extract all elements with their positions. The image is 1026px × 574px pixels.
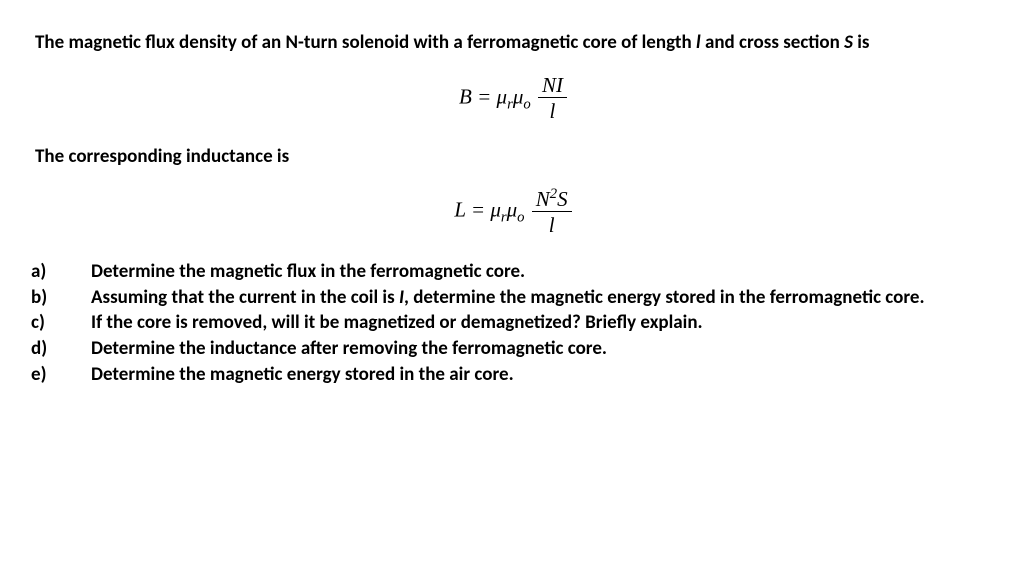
- question-d: d)Determine the inductance after removin…: [65, 336, 991, 362]
- question-b: b)Assuming that the current in the coil …: [65, 285, 991, 311]
- intro-text-1: The magnetic flux density of an N-turn s…: [35, 31, 696, 54]
- text-c: If the core is removed, will it be magne…: [91, 311, 703, 334]
- text-b-2: , determine the magnetic energy stored i…: [404, 286, 925, 309]
- eq1-denominator: l: [538, 98, 567, 123]
- question-list: a)Determine the magnetic flux in the fer…: [65, 259, 991, 387]
- eq2-mu: μ: [507, 197, 518, 221]
- intro-var-S: S: [844, 31, 853, 54]
- eq1-mu: μ: [513, 84, 524, 108]
- marker-c: c): [65, 310, 91, 336]
- eq2-fraction: N2S l: [532, 186, 572, 237]
- subheading: The corresponding inductance is: [35, 145, 991, 168]
- eq2-num-N: N: [536, 187, 550, 211]
- eq2-num-S: S: [557, 187, 568, 211]
- question-c: c)If the core is removed, will it be mag…: [65, 310, 991, 336]
- text-a: Determine the magnetic flux in the ferro…: [91, 260, 525, 283]
- eq2-numerator: N2S: [532, 186, 572, 212]
- marker-a: a): [65, 259, 91, 285]
- intro-paragraph: The magnetic flux density of an N-turn s…: [35, 30, 991, 56]
- marker-d: d): [65, 336, 91, 362]
- eq1-sub-o: o: [523, 96, 530, 112]
- text-b-1: Assuming that the current in the coil is: [91, 286, 399, 309]
- eq2-denominator: l: [532, 212, 572, 237]
- eq1-lhs: B = μ: [459, 84, 507, 108]
- question-a: a)Determine the magnetic flux in the fer…: [65, 259, 991, 285]
- eq1-numerator: NI: [538, 74, 567, 98]
- marker-e: e): [65, 362, 91, 388]
- eq2-lhs: L = μ: [454, 197, 501, 221]
- intro-text-2: and cross section: [701, 31, 844, 54]
- eq2-num-sup: 2: [550, 186, 557, 202]
- eq1-fraction: NI l: [538, 74, 567, 123]
- question-e: e)Determine the magnetic energy stored i…: [65, 362, 991, 388]
- equation-L: L = μrμo N2S l: [35, 186, 991, 237]
- text-d: Determine the inductance after removing …: [91, 337, 607, 360]
- equation-B: B = μrμo NI l: [35, 74, 991, 123]
- marker-b: b): [65, 285, 91, 311]
- intro-text-3: is: [853, 31, 870, 54]
- eq2-sub-o: o: [517, 209, 524, 225]
- text-e: Determine the magnetic energy stored in …: [91, 363, 514, 386]
